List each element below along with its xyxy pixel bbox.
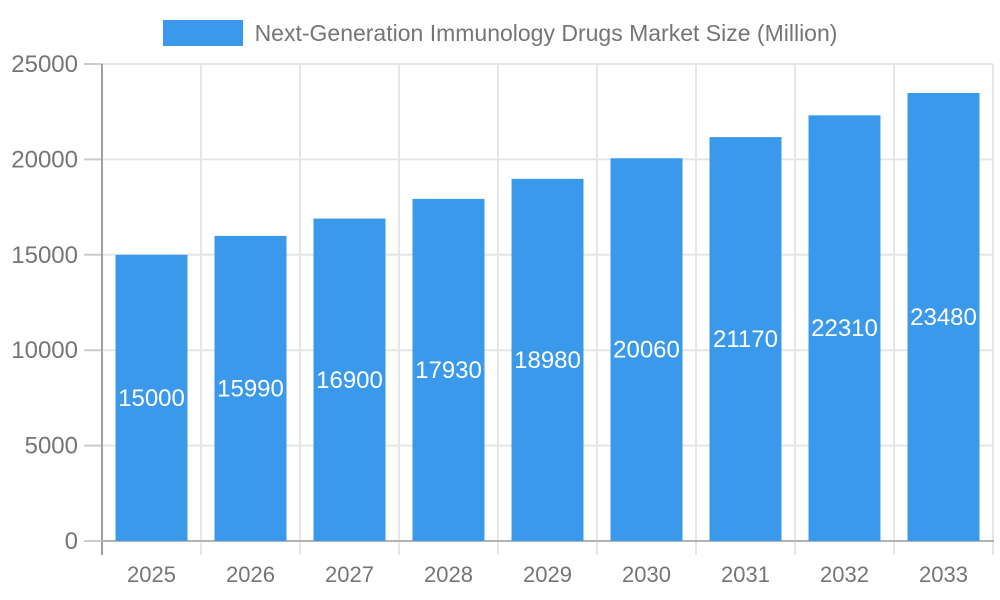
bar-value-label: 15990 [217, 375, 284, 402]
bar-2033[interactable] [907, 93, 980, 542]
bar-2029[interactable] [511, 178, 584, 541]
x-axis-label: 2029 [523, 562, 572, 587]
x-axis-label: 2027 [325, 562, 374, 587]
legend-label: Next-Generation Immunology Drugs Market … [254, 20, 838, 46]
bar-2028[interactable] [412, 198, 485, 541]
y-axis-label: 25000 [11, 51, 78, 78]
y-axis-label: 15000 [11, 242, 78, 269]
x-axis-label: 2031 [721, 562, 770, 587]
bar-2027[interactable] [313, 218, 386, 541]
legend-swatch-icon [162, 20, 243, 46]
x-axis-label: 2028 [424, 562, 473, 587]
bar-value-label: 15000 [118, 385, 185, 412]
y-axis-label: 0 [65, 528, 78, 555]
bar-2032[interactable] [808, 115, 881, 542]
bar-value-label: 21170 [713, 326, 778, 353]
bar-value-label: 18980 [514, 347, 581, 374]
y-axis-label: 20000 [11, 146, 78, 173]
x-axis-label: 2026 [226, 562, 275, 587]
y-axis-label: 5000 [25, 433, 78, 460]
bar-2026[interactable] [214, 235, 287, 541]
bar-value-label: 23480 [910, 304, 977, 331]
bar-value-label: 16900 [316, 367, 383, 394]
x-axis-label: 2033 [919, 562, 968, 587]
x-axis-label: 2025 [127, 562, 176, 587]
bar-2030[interactable] [610, 158, 683, 542]
bar-2031[interactable] [709, 137, 782, 541]
x-axis-label: 2030 [622, 562, 671, 587]
bar-value-label: 17930 [415, 357, 482, 384]
x-axis-label: 2032 [820, 562, 869, 587]
y-axis-label: 10000 [11, 337, 78, 364]
bar-2025[interactable] [115, 254, 188, 542]
bar-value-label: 22310 [811, 315, 878, 342]
legend[interactable]: Next-Generation Immunology Drugs Market … [0, 20, 1000, 46]
bar-value-label: 20060 [613, 337, 680, 364]
